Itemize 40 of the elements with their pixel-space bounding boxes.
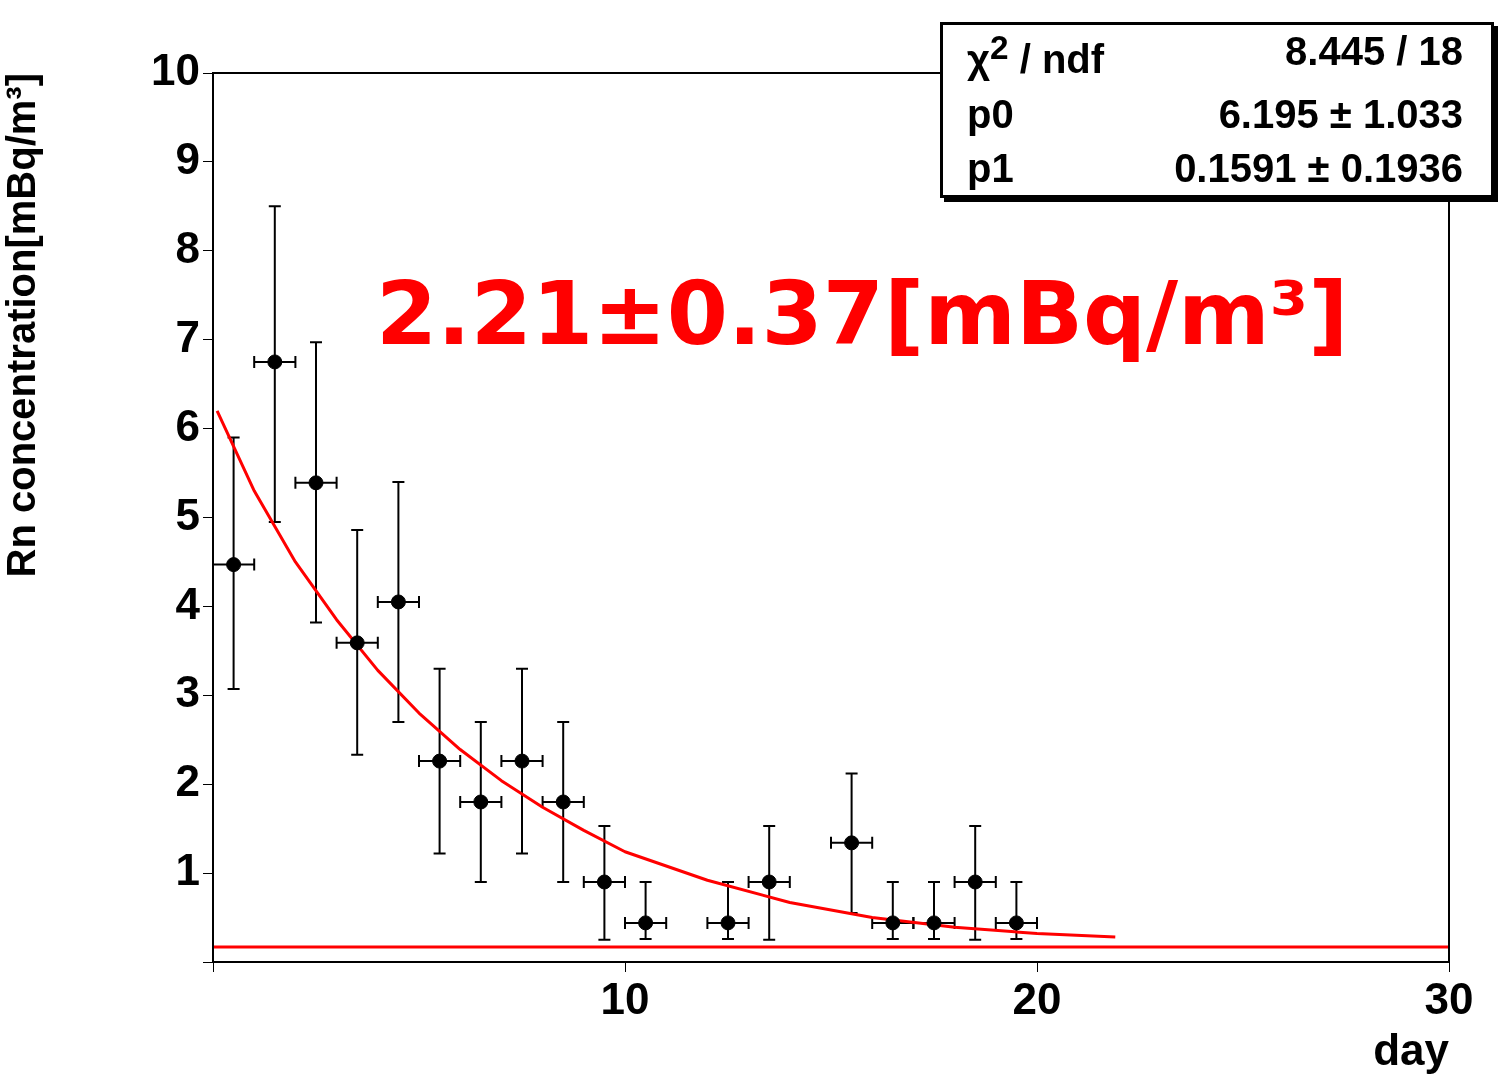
annotation: 8.445 / 18 xyxy=(1284,29,1463,75)
point xyxy=(761,874,777,890)
point xyxy=(1008,915,1024,931)
point xyxy=(308,475,324,491)
y-tick-label: 1 xyxy=(175,845,200,895)
annotation: p0 xyxy=(967,91,1015,138)
point xyxy=(267,354,283,370)
y-tick-label: 5 xyxy=(175,489,200,539)
point xyxy=(390,594,406,610)
y-tick-label: 4 xyxy=(175,578,201,628)
annotation: p1 xyxy=(967,146,1015,193)
x-tick-label: 10 xyxy=(600,973,650,1023)
annotation: 0.1591 ± 0.1936 xyxy=(1173,146,1463,193)
y-tick-label: 7 xyxy=(175,311,200,361)
point xyxy=(844,835,860,851)
point xyxy=(473,794,489,810)
point xyxy=(926,915,942,931)
point xyxy=(432,753,448,769)
y-axis-title: Rn concentration[mBq/m³] xyxy=(0,73,44,578)
annotation: χ$^{2}$ / ndf xyxy=(967,29,1105,84)
point xyxy=(638,915,654,931)
point xyxy=(596,874,612,890)
point xyxy=(555,794,571,810)
y-tick-label: 3 xyxy=(175,667,200,717)
x-axis-title: day xyxy=(1373,1024,1450,1074)
point xyxy=(720,915,736,931)
y-tick-label: 6 xyxy=(175,400,200,450)
y-tick-label: 10 xyxy=(151,45,200,95)
point xyxy=(349,635,365,651)
point xyxy=(514,753,530,769)
y-tick-label: 9 xyxy=(175,134,200,184)
x-tick-label: 30 xyxy=(1424,973,1474,1023)
y-tick-label: 8 xyxy=(175,222,200,272)
y-tick-label: 2 xyxy=(175,756,200,806)
x-tick-label: 20 xyxy=(1012,973,1062,1023)
point xyxy=(226,557,242,573)
annotation: 6.195 ± 1.033 xyxy=(1217,91,1463,138)
point xyxy=(885,915,901,931)
annotation: 2.21±0.37[mBq/m³] xyxy=(376,262,1349,365)
point xyxy=(967,874,983,890)
